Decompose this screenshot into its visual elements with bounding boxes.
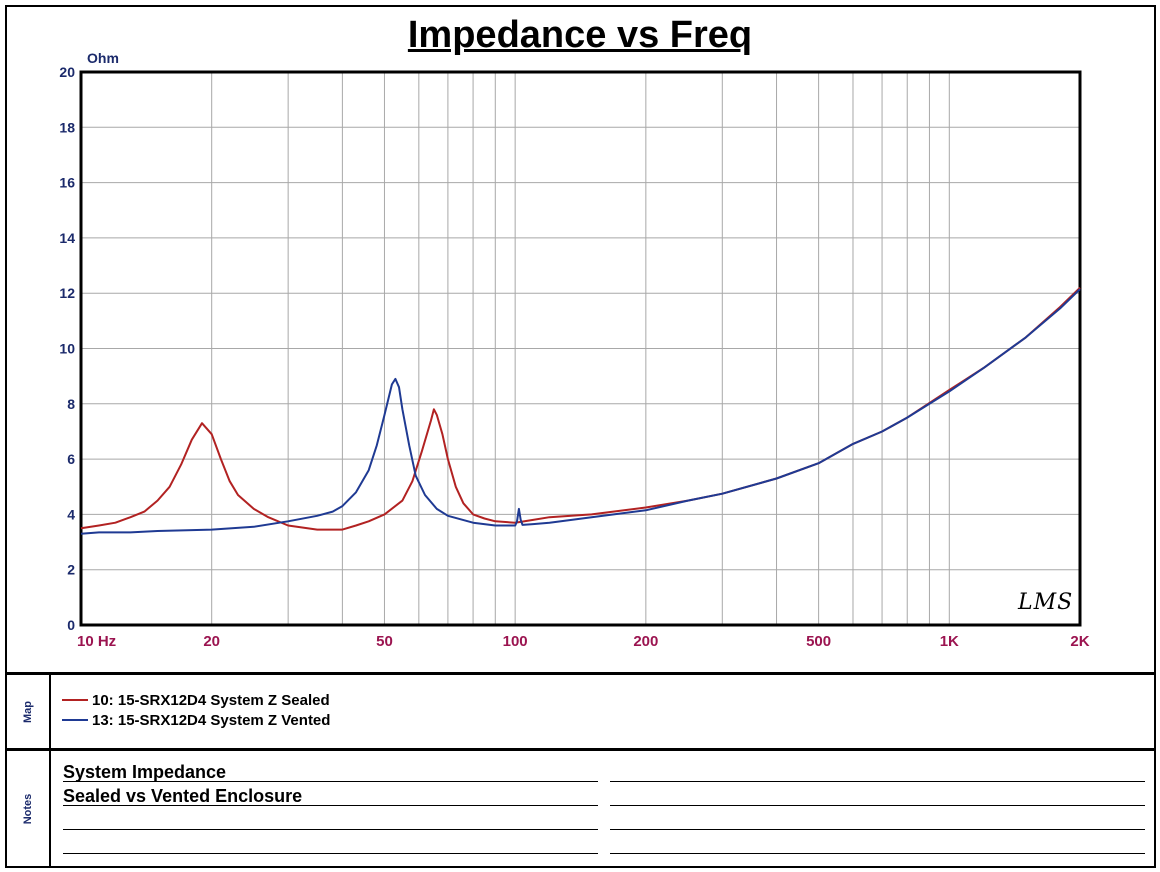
legend-swatch-sealed [62,699,88,701]
notes-rule [63,853,598,854]
notes-label: Notes [22,793,34,824]
x-tick-label: 2K [1070,633,1089,650]
notes-rule [63,781,598,782]
notes-rule [610,853,1145,854]
plot-area-border [79,70,1082,627]
x-tick-label: 1K [940,633,959,650]
notes-rule [63,805,598,806]
y-tick-label: 20 [59,64,75,80]
y-tick-label: 0 [67,617,75,633]
map-label-box: Map [7,675,51,748]
legend-label-sealed: 10: 15-SRX12D4 System Z Sealed [92,691,330,709]
notes-label-box: Notes [7,751,51,866]
y-tick-label: 14 [59,230,75,246]
series-line-sealed [80,286,1081,531]
series-line-vented [80,288,1081,535]
chart-title: Impedance vs Freq [407,14,753,56]
y-tick-label: 10 [59,341,75,357]
note-line-1: System Impedance [63,762,227,782]
x-tick-label: 20 [203,633,220,650]
legend-item-sealed: 10: 15-SRX12D4 System Z Sealed [62,690,330,710]
notes-rule [610,829,1145,830]
y-tick-label: 12 [59,285,75,301]
x-tick-label: 10 Hz [77,633,116,650]
chart-frame [5,5,1156,868]
y-axis-label: Ohm [87,50,119,66]
y-tick-label: 16 [59,175,75,191]
lms-signature: LMS [1018,590,1074,615]
x-tick-label: 200 [633,633,658,650]
map-label: Map [22,700,34,723]
x-tick-label: 100 [503,633,528,650]
x-tick-label: 500 [806,633,831,650]
legend-item-vented: 13: 15-SRX12D4 System Z Vented [62,710,330,730]
chart-legend-divider [5,672,1156,675]
notes-rule [63,829,598,830]
y-tick-label: 6 [67,451,75,467]
notes-rule [610,805,1145,806]
legend-swatch-vented [62,719,88,721]
y-tick-label: 8 [67,396,75,412]
notes-rule [610,781,1145,782]
legend: 10: 15-SRX12D4 System Z Sealed 13: 15-SR… [62,690,330,730]
x-tick-label: 50 [376,633,393,650]
legend-notes-divider [5,748,1156,751]
y-tick-label: 2 [67,562,75,578]
note-line-2: Sealed vs Vented Enclosure [63,786,303,806]
y-tick-label: 4 [67,506,75,522]
legend-label-vented: 13: 15-SRX12D4 System Z Vented [92,711,331,729]
y-tick-label: 18 [59,119,75,135]
